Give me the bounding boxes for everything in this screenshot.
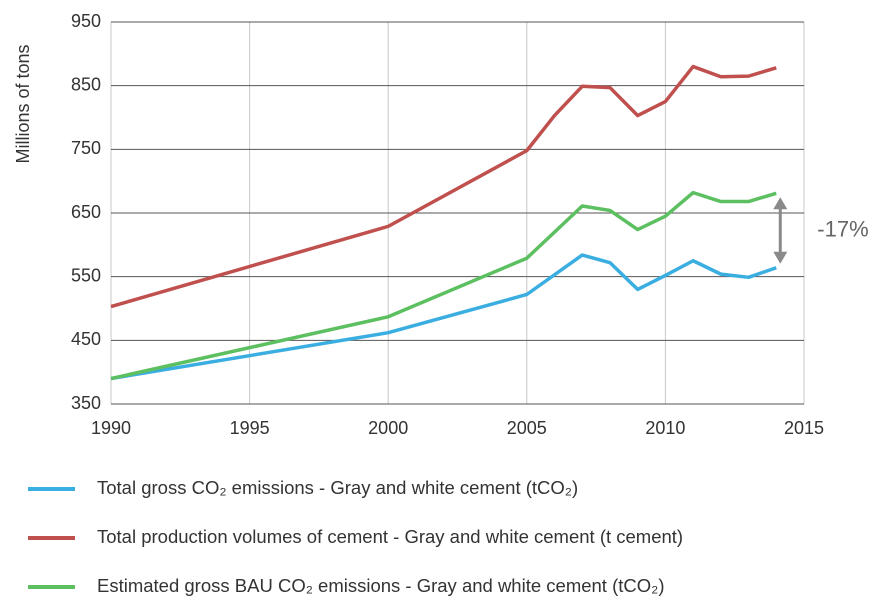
legend-text: Total production volumes of cement - Gra… — [97, 526, 683, 547]
y-tick-label: 550 — [71, 265, 101, 285]
y-tick-label: 450 — [71, 329, 101, 349]
y-tick-label: 650 — [71, 202, 101, 222]
x-tick-label: 2015 — [784, 418, 824, 438]
y-tick-label: 350 — [71, 393, 101, 413]
x-tick-label: 2005 — [507, 418, 547, 438]
legend-text: Total gross CO₂ emissions - Gray and whi… — [97, 477, 578, 498]
y-tick-label: 750 — [71, 138, 101, 158]
legend-text: Estimated gross BAU CO₂ emissions - Gray… — [97, 575, 664, 596]
annotation: -17% — [817, 216, 868, 241]
arrow-head — [773, 197, 788, 210]
line — [110, 64, 777, 309]
y-axis-label: Millions of tons — [13, 44, 33, 163]
y-tick-label: 950 — [71, 11, 101, 31]
x-tick-label: 1995 — [230, 418, 270, 438]
line — [110, 190, 777, 381]
x-tick-label: 2010 — [645, 418, 685, 438]
arrow-head — [773, 251, 788, 264]
line — [110, 253, 777, 381]
x-tick-label: 1990 — [91, 418, 131, 438]
y-tick-label: 850 — [71, 74, 101, 94]
x-tick-label: 2000 — [368, 418, 408, 438]
